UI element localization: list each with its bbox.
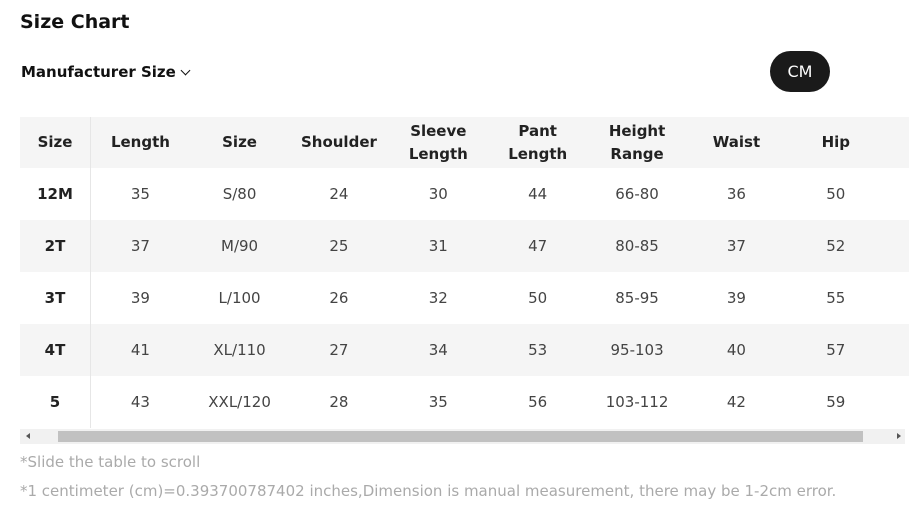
table-cell: 34	[428, 341, 448, 359]
column-header: Shoulder	[300, 133, 377, 151]
size-table-container[interactable]: Size Length Size Shoulder Sleeve Length Pant …	[20, 117, 909, 428]
row-size-label: 12M	[20, 168, 91, 220]
table-row: 4T 41 XL/110 27 34 53 95-103 40 57 63	[20, 324, 909, 376]
horizontal-scrollbar[interactable]	[20, 429, 905, 444]
scroll-left-arrow-icon[interactable]	[26, 433, 30, 439]
row-size-label: 4T	[20, 324, 91, 376]
table-cell: 36	[726, 185, 746, 203]
scrollbar-thumb[interactable]	[58, 431, 863, 442]
column-header: Hip	[821, 133, 851, 151]
table-cell: 63	[886, 324, 909, 376]
table-cell: 53	[528, 341, 548, 359]
table-row: 2T 37 M/90 25 31 47 80-85 37 52 57	[20, 220, 909, 272]
table-cell: 28	[329, 393, 349, 411]
table-cell: 37	[130, 237, 150, 255]
table-header-row: Size Length Size Shoulder Sleeve Length Pant …	[20, 117, 909, 168]
table-cell: 35	[428, 393, 448, 411]
table-cell: 35	[130, 185, 150, 203]
scroll-right-arrow-icon[interactable]	[897, 433, 901, 439]
table-cell: 52	[826, 237, 846, 255]
column-header: Length	[110, 133, 170, 151]
scroll-hint: *Slide the table to scroll	[20, 453, 201, 471]
table-cell: 25	[329, 237, 349, 255]
column-header: Size	[222, 133, 257, 151]
page-title: Size Chart	[20, 11, 130, 33]
table-row: 5 43 XXL/120 28 35 56 103-112 42 59 66	[20, 376, 909, 428]
manufacturer-size-dropdown[interactable]: Manufacturer Size	[21, 63, 191, 81]
table-cell: S/80	[222, 185, 257, 203]
column-header: Bust	[886, 117, 909, 168]
table-cell: 41	[130, 341, 150, 359]
table-cell: 37	[726, 237, 746, 255]
table-cell: 50	[826, 185, 846, 203]
column-header: Waist	[712, 133, 761, 151]
table-cell: 85-95	[615, 289, 659, 307]
unit-cm-button[interactable]: CM	[770, 51, 830, 92]
table-cell: 59	[826, 393, 846, 411]
size-table: Size Length Size Shoulder Sleeve Length Pant …	[20, 117, 909, 428]
column-header: Size	[20, 117, 91, 168]
table-cell: XXL/120	[208, 393, 271, 411]
row-size-label: 3T	[20, 272, 91, 324]
column-header: Pant Length	[508, 121, 568, 163]
table-row: 12M 35 S/80 24 30 44 66-80 36 50 54	[20, 168, 909, 220]
table-cell: L/100	[218, 289, 261, 307]
table-cell: 57	[886, 220, 909, 272]
table-cell: 50	[528, 289, 548, 307]
table-cell: M/90	[221, 237, 259, 255]
table-cell: 56	[528, 393, 548, 411]
table-cell: 42	[726, 393, 746, 411]
table-cell: 32	[428, 289, 448, 307]
column-header: Sleeve Length	[408, 121, 468, 163]
table-cell: XL/110	[213, 341, 266, 359]
table-cell: 103-112	[605, 393, 669, 411]
table-cell: 24	[329, 185, 349, 203]
table-row: 3T 39 L/100 26 32 50 85-95 39 55 60	[20, 272, 909, 324]
table-cell: 80-85	[615, 237, 659, 255]
table-cell: 27	[329, 341, 349, 359]
table-cell: 43	[130, 393, 150, 411]
table-cell: 95-103	[610, 341, 664, 359]
manufacturer-size-label: Manufacturer Size	[21, 63, 176, 81]
table-cell: 47	[528, 237, 548, 255]
conversion-note: *1 centimeter (cm)=0.393700787402 inches…	[20, 482, 837, 500]
table-cell: 39	[726, 289, 746, 307]
table-cell: 39	[130, 289, 150, 307]
table-cell: 60	[886, 272, 909, 324]
table-cell: 57	[826, 341, 846, 359]
chevron-down-icon	[180, 65, 191, 76]
table-cell: 44	[528, 185, 548, 203]
table-cell: 66-80	[615, 185, 659, 203]
table-cell: 30	[428, 185, 448, 203]
table-cell: 66	[886, 376, 909, 428]
row-size-label: 5	[20, 376, 91, 428]
table-cell: 26	[329, 289, 349, 307]
column-header: Height Range	[608, 121, 666, 163]
row-size-label: 2T	[20, 220, 91, 272]
table-cell: 31	[428, 237, 448, 255]
table-cell: 54	[886, 168, 909, 220]
table-cell: 55	[826, 289, 846, 307]
table-cell: 40	[726, 341, 746, 359]
